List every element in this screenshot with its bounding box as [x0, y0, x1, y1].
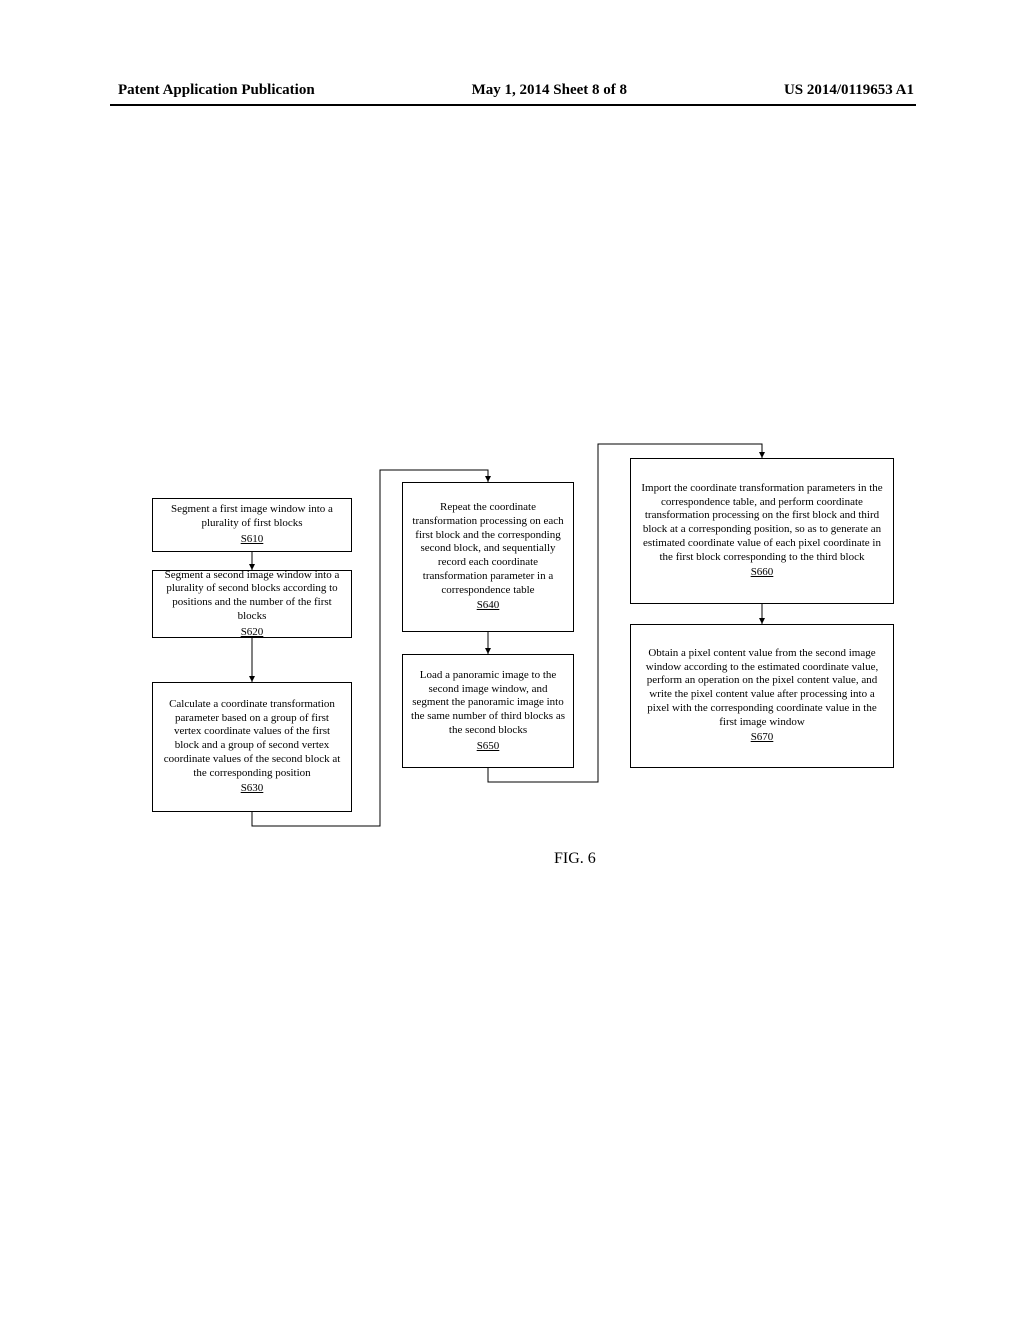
- node-text: Segment a second image window into a plu…: [161, 569, 343, 624]
- flowchart-diagram: FIG. 6 Segment a first image window into…: [152, 458, 912, 878]
- node-step-id: S630: [241, 782, 264, 796]
- node-text: Repeat the coordinate transformation pro…: [411, 501, 565, 597]
- node-step-id: S660: [751, 566, 774, 580]
- node-text: Load a panoramic image to the second ima…: [411, 669, 565, 738]
- flowchart-node-s630: Calculate a coordinate transformation pa…: [152, 682, 352, 812]
- flowchart-node-s610: Segment a first image window into a plur…: [152, 498, 352, 552]
- node-text: Obtain a pixel content value from the se…: [639, 647, 885, 730]
- flowchart-node-s640: Repeat the coordinate transformation pro…: [402, 482, 574, 632]
- node-step-id: S650: [477, 740, 500, 754]
- node-step-id: S610: [241, 533, 264, 547]
- header-center: May 1, 2014 Sheet 8 of 8: [472, 82, 627, 99]
- figure-label: FIG. 6: [554, 850, 596, 868]
- flowchart-node-s670: Obtain a pixel content value from the se…: [630, 624, 894, 768]
- page-header: Patent Application Publication May 1, 20…: [0, 82, 1024, 99]
- node-step-id: S640: [477, 599, 500, 613]
- header-left: Patent Application Publication: [118, 82, 315, 99]
- node-step-id: S670: [751, 731, 774, 745]
- node-text: Calculate a coordinate transformation pa…: [161, 698, 343, 781]
- node-text: Import the coordinate transformation par…: [639, 482, 885, 565]
- flowchart-node-s620: Segment a second image window into a plu…: [152, 570, 352, 638]
- node-text: Segment a first image window into a plur…: [161, 503, 343, 531]
- flowchart-node-s650: Load a panoramic image to the second ima…: [402, 654, 574, 768]
- header-right: US 2014/0119653 A1: [784, 82, 914, 99]
- header-rule: [110, 104, 916, 106]
- node-step-id: S620: [241, 626, 264, 640]
- flowchart-node-s660: Import the coordinate transformation par…: [630, 458, 894, 604]
